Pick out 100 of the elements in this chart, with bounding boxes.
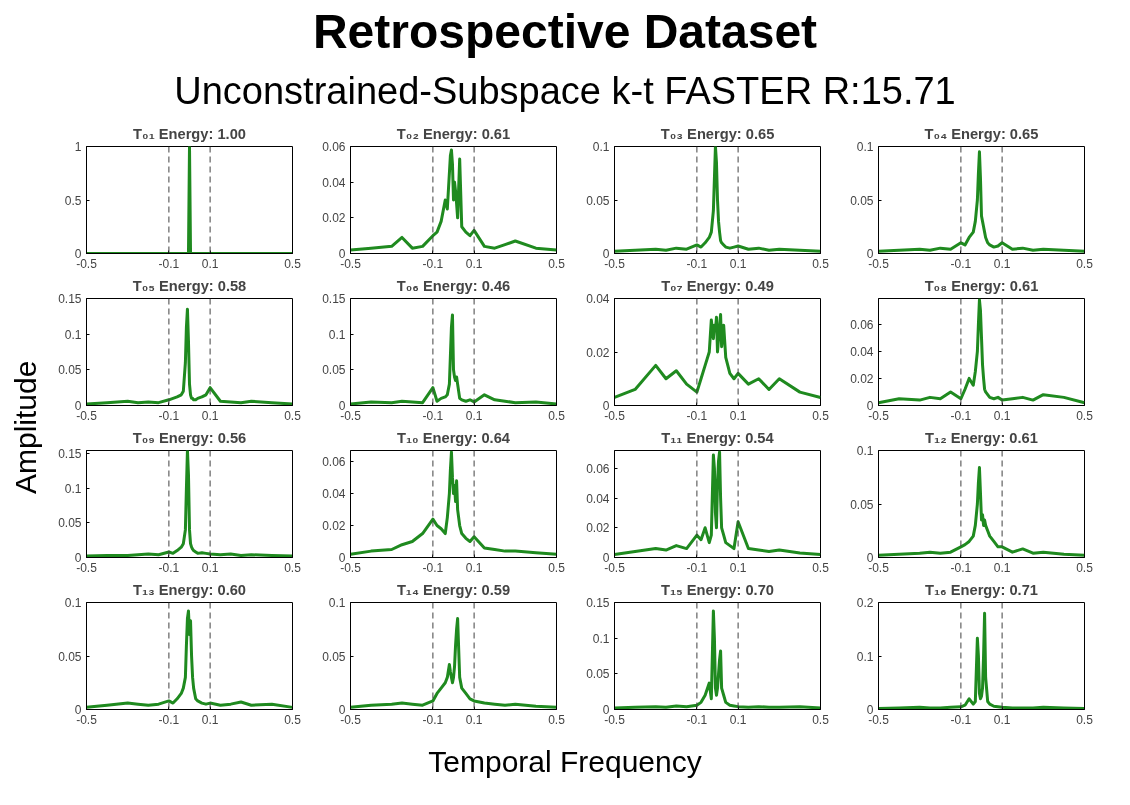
x-tick-label: 0.5: [1076, 256, 1094, 271]
y-tick-label: 0.05: [58, 363, 82, 378]
x-tick-label: 0.5: [1076, 408, 1094, 423]
x-tick-label: 0.1: [729, 408, 747, 423]
text: Unconstrained-Subspace k-t FASTER R:15.71: [174, 69, 956, 113]
x-tick-label: 0.5: [812, 712, 830, 727]
y-tick-label: 0.1: [592, 631, 610, 646]
y-tick-label: 0.2: [856, 596, 874, 610]
y-tick-label: 0.05: [58, 516, 82, 531]
chart-title: T₁₅ Energy: 0.70: [661, 581, 774, 598]
y-tick-label: 0: [74, 399, 82, 413]
y-tick-label: 0.1: [856, 649, 874, 664]
x-tick-label: 0.5: [284, 256, 302, 271]
chart-title: T₀₆ Energy: 0.46: [396, 277, 511, 294]
chart-title: T₀₂ Energy: 0.61: [396, 125, 511, 142]
x-tick-label: 0.1: [201, 712, 219, 727]
y-tick-label: 0: [866, 399, 874, 413]
y-tick-label: 0.02: [586, 521, 610, 536]
y-tick-label: 0.15: [58, 447, 82, 462]
x-tick-label: -0.1: [158, 560, 180, 575]
x-tick-label: 0.1: [201, 408, 219, 423]
x-tick-label: -0.1: [422, 712, 444, 727]
y-tick-label: 0.06: [322, 140, 346, 154]
y-tick-label: 0.15: [58, 292, 82, 306]
x-tick-label: 0.5: [1076, 560, 1094, 575]
x-tick-label: -0.1: [422, 560, 444, 575]
y-tick-label: 1: [74, 140, 82, 154]
x-tick-label: -0.1: [422, 256, 444, 271]
x-tick-label: -0.1: [686, 256, 708, 271]
y-tick-label: 0.06: [850, 317, 874, 332]
y-tick-label: 0: [866, 703, 874, 717]
x-tick-label: 0.1: [729, 256, 747, 271]
x-tick-label: -0.1: [686, 560, 708, 575]
y-tick-label: 0: [866, 247, 874, 261]
y-tick-label: 0.04: [586, 491, 610, 506]
x-tick-label: 0.1: [465, 560, 483, 575]
y-tick-label: 0.5: [64, 193, 82, 208]
y-tick-label: 0.05: [850, 497, 874, 512]
x-tick-label: 0.5: [1076, 712, 1094, 727]
y-tick-label: 0.15: [322, 292, 346, 306]
x-tick-label: -0.1: [950, 256, 972, 271]
y-tick-label: 0.1: [856, 444, 874, 458]
y-tick-label: 0: [74, 247, 82, 261]
y-tick-label: 0.1: [328, 327, 346, 342]
x-tick-label: -0.1: [686, 408, 708, 423]
chart-title: T₁₁ Energy: 0.54: [661, 429, 775, 446]
x-tick-label: -0.1: [158, 256, 180, 271]
chart-title: T₀₃ Energy: 0.65: [660, 125, 775, 142]
chart-title: T₁₀ Energy: 0.64: [397, 429, 511, 446]
x-tick-label: -0.1: [950, 560, 972, 575]
y-tick-label: 0.02: [850, 371, 874, 386]
chart-title: T₀₄ Energy: 0.65: [924, 125, 1039, 142]
text: Retrospective Dataset: [312, 5, 818, 59]
chart-title: T₀₅ Energy: 0.58: [132, 277, 247, 294]
x-tick-label: 0.5: [284, 560, 302, 575]
y-tick-label: 0.02: [586, 345, 610, 360]
x-tick-label: 0.5: [548, 256, 566, 271]
y-tick-label: 0: [602, 703, 610, 717]
x-tick-label: 0.5: [812, 560, 830, 575]
text: Temporal Frequency: [428, 744, 702, 780]
y-tick-label: 0.05: [322, 363, 346, 378]
y-tick-label: 0.1: [64, 481, 82, 496]
x-tick-label: 0.5: [284, 712, 302, 727]
y-tick-label: 0: [602, 247, 610, 261]
x-tick-label: 0.5: [812, 408, 830, 423]
y-tick-label: 0.05: [586, 667, 610, 682]
y-tick-label: 0: [602, 551, 610, 565]
x-tick-label: -0.1: [422, 408, 444, 423]
chart-title: T₁₆ Energy: 0.71: [925, 581, 1038, 598]
x-tick-label: -0.1: [158, 712, 180, 727]
y-tick-label: 0.04: [586, 292, 610, 306]
y-tick-label: 0: [338, 703, 346, 717]
x-tick-label: -0.1: [950, 712, 972, 727]
y-tick-label: 0: [338, 551, 346, 565]
x-tick-label: 0.5: [548, 712, 566, 727]
x-tick-label: -0.1: [950, 408, 972, 423]
y-tick-label: 0.1: [856, 140, 874, 154]
y-tick-label: 0: [338, 247, 346, 261]
x-tick-label: 0.1: [729, 712, 747, 727]
chart-title: T₁₃ Energy: 0.60: [132, 581, 247, 598]
x-tick-label: 0.1: [465, 256, 483, 271]
y-tick-label: 0.06: [586, 461, 610, 476]
y-tick-label: 0.05: [586, 193, 610, 208]
x-tick-label: -0.1: [158, 408, 180, 423]
chart-title: T₁₄ Energy: 0.59: [396, 581, 511, 598]
y-tick-label: 0: [338, 399, 346, 413]
x-tick-label: 0.1: [201, 256, 219, 271]
x-tick-label: 0.1: [729, 560, 747, 575]
y-tick-label: 0.02: [322, 519, 346, 534]
x-tick-label: 0.5: [812, 256, 830, 271]
y-tick-label: 0.1: [64, 327, 82, 342]
y-tick-label: 0: [74, 703, 82, 717]
chart-title: T₀₈ Energy: 0.61: [924, 277, 1039, 294]
x-tick-label: 0.1: [993, 560, 1011, 575]
y-tick-label: 0.02: [322, 211, 346, 226]
chart-title: T₀₉ Energy: 0.56: [132, 429, 247, 446]
y-tick-label: 0.05: [850, 193, 874, 208]
y-tick-label: 0.06: [322, 455, 346, 470]
x-tick-label: -0.1: [686, 712, 708, 727]
y-tick-label: 0.05: [322, 649, 346, 664]
